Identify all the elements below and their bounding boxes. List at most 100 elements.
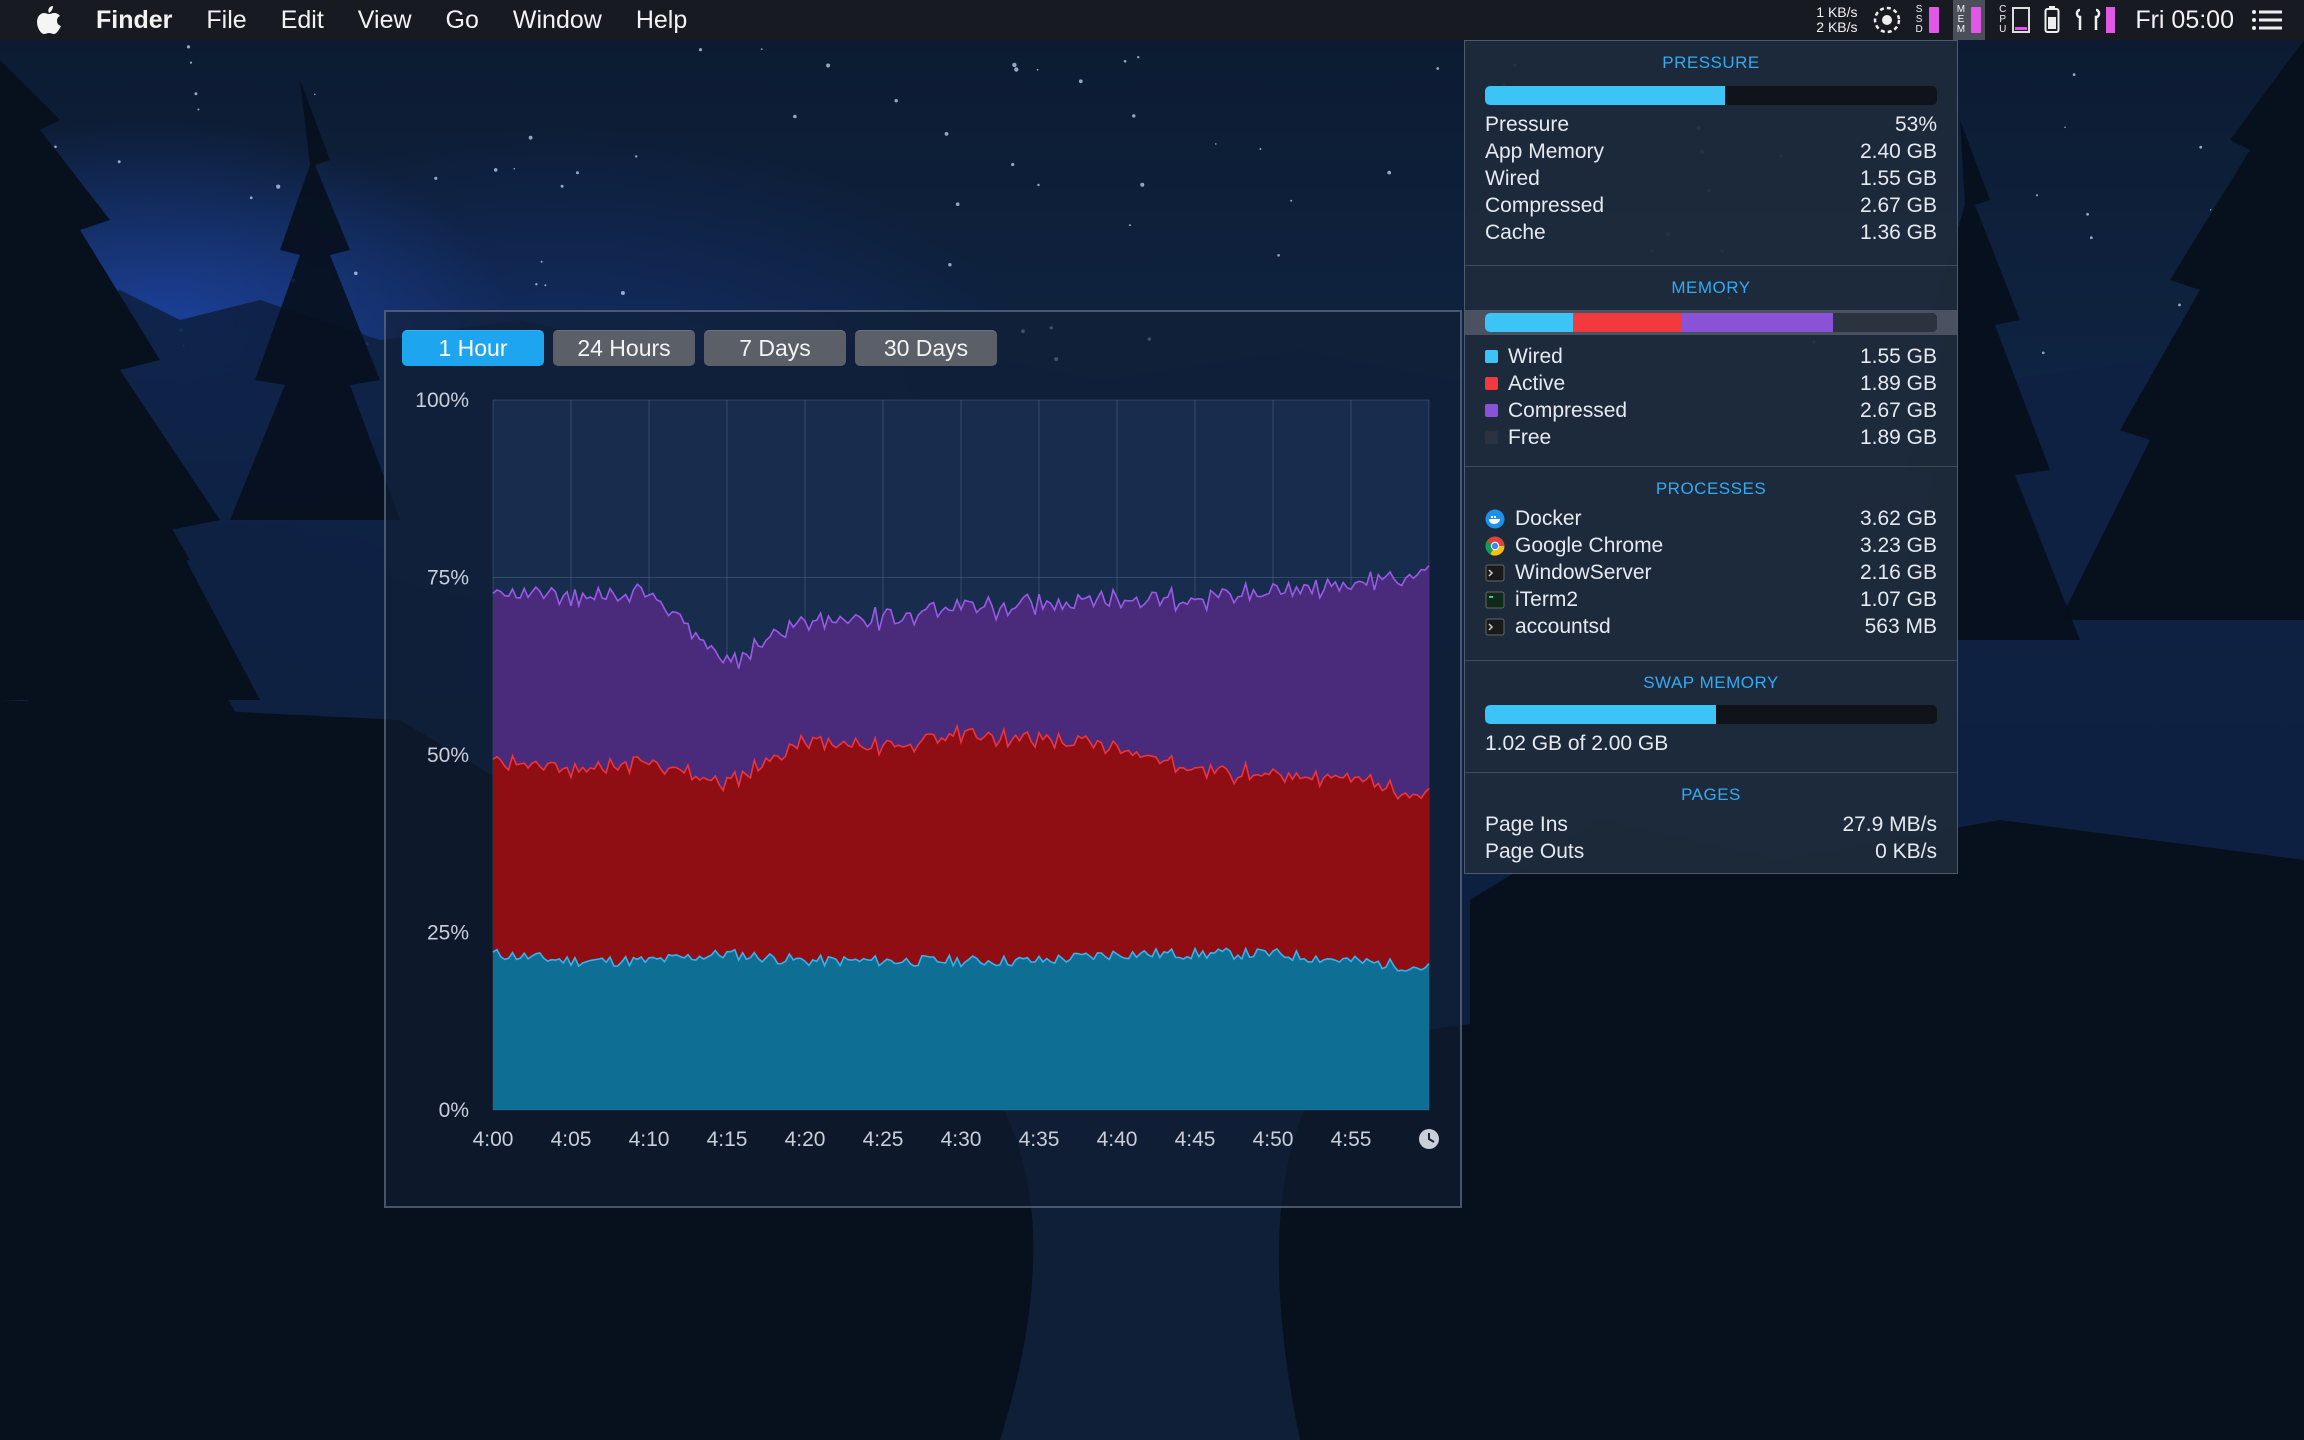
pressure-bar bbox=[1485, 86, 1937, 105]
legend-label: Wired bbox=[1508, 344, 1563, 368]
area-series-compressed bbox=[493, 565, 1429, 799]
swap-section: SWAP MEMORY 1.02 GB of 2.00 GB bbox=[1465, 661, 1957, 773]
stat-label: Wired bbox=[1485, 166, 1540, 190]
x-tick-label: 4:25 bbox=[863, 1128, 904, 1151]
legend-row-wired: Wired 1.55 GB bbox=[1465, 343, 1957, 370]
app-menu-finder[interactable]: Finder bbox=[96, 5, 173, 34]
cpu-meter[interactable]: C P U bbox=[1999, 5, 2031, 35]
legend-value: 1.55 GB bbox=[1859, 344, 1937, 368]
menu-window[interactable]: Window bbox=[512, 5, 602, 34]
menu-file[interactable]: File bbox=[206, 5, 247, 34]
stat-value: 1.55 GB bbox=[1859, 166, 1937, 190]
pages-row-outs: Page Outs 0 KB/s bbox=[1465, 838, 1957, 865]
mem-letter: E bbox=[1957, 14, 1965, 25]
process-row[interactable]: Docker 3.62 GB bbox=[1465, 505, 1957, 532]
y-tick-label: 0% bbox=[439, 1099, 469, 1122]
memory-history-chart: 100% 75% 50% 25% 0%4:00 4:05 4:10 4:15 4:20 4:25 4… bbox=[415, 389, 1439, 1151]
notification-list-icon[interactable] bbox=[2252, 9, 2282, 31]
iterm-icon bbox=[1485, 591, 1505, 608]
memory-stats-popup: PRESSURE Pressure 53% App Memory 2.40 GB… bbox=[1464, 40, 1958, 874]
process-memory: 2.16 GB bbox=[1859, 560, 1937, 584]
memory-bar-segment-active bbox=[1573, 313, 1682, 332]
menubar-clock[interactable]: Fri 05:00 bbox=[2135, 5, 2234, 34]
area-series-wired bbox=[493, 948, 1429, 1110]
stat-row-cache: Cache 1.36 GB bbox=[1465, 219, 1957, 246]
legend-value: 1.89 GB bbox=[1859, 425, 1937, 449]
stat-row-compressed: Compressed 2.67 GB bbox=[1465, 192, 1957, 219]
stat-value: 2.40 GB bbox=[1859, 139, 1937, 163]
section-title-pages: PAGES bbox=[1681, 785, 1741, 804]
area-series-active bbox=[493, 726, 1429, 972]
net-download-rate: 2 KB/s bbox=[1816, 19, 1858, 35]
legend-swatch-free bbox=[1485, 431, 1498, 444]
y-tick-label: 100% bbox=[415, 389, 469, 412]
ssd-bar bbox=[1928, 7, 1939, 33]
process-row[interactable]: Google Chrome 3.23 GB bbox=[1465, 532, 1957, 559]
legend-value: 1.89 GB bbox=[1859, 371, 1937, 395]
process-row[interactable]: accountsd 563 MB bbox=[1465, 613, 1957, 640]
chrome-icon bbox=[1485, 536, 1505, 556]
tab-30-days[interactable]: 30 Days bbox=[855, 330, 997, 366]
pages-label: Page Ins bbox=[1485, 812, 1568, 836]
airpods-icon[interactable] bbox=[2074, 6, 2116, 34]
process-memory: 1.07 GB bbox=[1859, 587, 1937, 611]
section-title-swap: SWAP MEMORY bbox=[1643, 673, 1779, 692]
menu-go[interactable]: Go bbox=[445, 5, 479, 34]
memory-bar bbox=[1971, 7, 1982, 33]
line-series-active bbox=[492, 723, 1430, 801]
section-title-processes: PROCESSES bbox=[1655, 479, 1767, 498]
time-range-tabs: 1 Hour 24 Hours 7 Days 30 Days bbox=[402, 330, 997, 366]
x-tick-label: 4:10 bbox=[629, 1128, 670, 1151]
process-row[interactable]: iTerm2 1.07 GB bbox=[1465, 586, 1957, 613]
clock-icon[interactable] bbox=[1419, 1129, 1439, 1149]
memory-meter[interactable]: M E M bbox=[1952, 0, 1986, 40]
legend-swatch-wired bbox=[1485, 350, 1498, 363]
memory-history-window: 100% 75% 50% 25% 0% 4:00 4:05 4:10 4:15 4:20 4:25 4… bbox=[384, 310, 1462, 1208]
tab-7-days[interactable]: 7 Days bbox=[704, 330, 846, 366]
pages-label: Page Outs bbox=[1485, 839, 1585, 863]
swap-usage-text: 1.02 GB of 2.00 GB bbox=[1485, 731, 1669, 755]
fan-icon[interactable] bbox=[1872, 5, 1902, 35]
x-tick-label: 4:35 bbox=[1019, 1128, 1060, 1151]
menu-help[interactable]: Help bbox=[635, 5, 688, 34]
process-row[interactable]: WindowServer 2.16 GB bbox=[1465, 559, 1957, 586]
ssd-letter: S bbox=[1915, 4, 1923, 15]
net-upload-rate: 1 KB/s bbox=[1816, 4, 1858, 20]
stat-label: App Memory bbox=[1485, 139, 1605, 163]
ssd-meter[interactable]: S S D bbox=[1916, 5, 1939, 35]
tab-1-hour[interactable]: 1 Hour bbox=[402, 330, 544, 366]
x-tick-label: 4:45 bbox=[1175, 1128, 1216, 1151]
x-tick-label: 4:50 bbox=[1253, 1128, 1294, 1151]
legend-label: Compressed bbox=[1508, 398, 1628, 422]
tab-24-hours[interactable]: 24 Hours bbox=[553, 330, 695, 366]
menu-bar: Finder File Edit View Go Window Help 1 K… bbox=[0, 0, 2304, 40]
mem-letter: M bbox=[1956, 4, 1966, 15]
process-memory: 3.23 GB bbox=[1859, 533, 1937, 557]
gpu-meter bbox=[2012, 7, 2031, 33]
battery-icon[interactable] bbox=[2044, 6, 2060, 34]
swap-bar bbox=[1485, 705, 1937, 724]
line-series-compressed bbox=[492, 565, 1430, 669]
menu-edit[interactable]: Edit bbox=[280, 5, 324, 34]
memory-bar-segment-free bbox=[1833, 313, 1937, 332]
pages-value: 0 KB/s bbox=[1875, 839, 1937, 863]
legend-row-active: Active 1.89 GB bbox=[1465, 370, 1957, 397]
process-name: WindowServer bbox=[1515, 560, 1652, 584]
section-title-memory: MEMORY bbox=[1671, 278, 1751, 297]
cpu-letter: U bbox=[1999, 24, 2007, 35]
network-speed[interactable]: 1 KB/s 2 KB/s bbox=[1816, 5, 1857, 35]
menu-view[interactable]: View bbox=[357, 5, 412, 34]
ssd-letter: D bbox=[1915, 24, 1923, 35]
process-memory: 3.62 GB bbox=[1859, 506, 1937, 530]
process-memory: 563 MB bbox=[1864, 614, 1937, 638]
mem-letter: M bbox=[1956, 24, 1966, 35]
stat-label: Compressed bbox=[1485, 193, 1605, 217]
apple-icon[interactable] bbox=[36, 5, 62, 35]
cpu-letter: P bbox=[1999, 14, 2007, 25]
terminal-icon bbox=[1485, 618, 1505, 635]
x-tick-label: 4:05 bbox=[551, 1128, 592, 1151]
y-tick-label: 75% bbox=[427, 567, 469, 590]
memory-bar-segment-compressed bbox=[1681, 313, 1833, 332]
y-tick-label: 50% bbox=[427, 744, 469, 767]
legend-label: Active bbox=[1508, 371, 1566, 395]
